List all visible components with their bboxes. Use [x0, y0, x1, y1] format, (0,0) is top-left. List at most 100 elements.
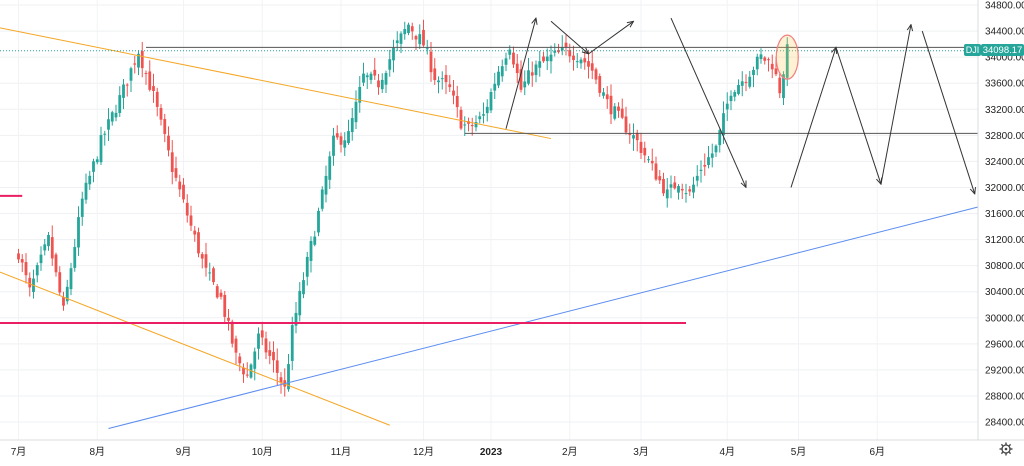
candle-body — [137, 53, 140, 68]
candle-body — [714, 145, 718, 153]
projection-arrow[interactable] — [835, 47, 881, 184]
candle-body — [313, 236, 317, 245]
candle-body — [39, 254, 43, 264]
symbol-tag-label: DJI — [966, 45, 980, 55]
projection-arrow[interactable] — [550, 20, 589, 54]
x-tick-label: 7月 — [11, 446, 27, 458]
candle-body — [560, 47, 564, 51]
candle-body — [725, 103, 729, 110]
candle-body — [568, 49, 572, 57]
x-tick-label: 10月 — [252, 446, 273, 458]
candle-body — [197, 232, 200, 254]
candle-body — [129, 68, 133, 81]
candle-body — [493, 83, 497, 91]
candle-body — [463, 124, 467, 126]
candle-body — [163, 119, 167, 134]
candle-body — [268, 350, 272, 356]
candle-body — [418, 34, 422, 45]
candle-body — [710, 153, 714, 158]
candle-body — [103, 133, 107, 135]
candle-body — [332, 135, 335, 156]
candle-body — [448, 84, 452, 88]
candle-body — [73, 247, 77, 268]
candle-body — [253, 351, 257, 369]
candle-body — [178, 181, 182, 190]
trendline-upper[interactable] — [0, 27, 552, 140]
y-tick-label: 32000.00 — [985, 183, 1024, 194]
candle-body — [519, 69, 523, 90]
projection-arrow[interactable] — [505, 18, 536, 129]
candle-body — [88, 175, 92, 185]
candle-body — [654, 163, 658, 180]
trendline-lower[interactable] — [0, 271, 390, 426]
candle-body — [523, 81, 527, 88]
candle-body — [260, 330, 264, 338]
highlight-circle[interactable] — [775, 34, 799, 80]
candle-body — [69, 268, 73, 290]
candle-body — [632, 135, 635, 139]
candle-body — [669, 184, 673, 188]
candle-body — [695, 175, 699, 181]
candle-body — [508, 49, 512, 55]
candle-body — [114, 112, 118, 118]
trendline-rising[interactable] — [108, 206, 979, 430]
candle-body — [58, 272, 62, 293]
candle-body — [328, 156, 332, 180]
candle-body — [20, 259, 24, 263]
projection-arrow[interactable] — [880, 25, 911, 185]
candle-body — [665, 189, 669, 199]
candle-body — [785, 44, 789, 78]
candle-body — [579, 59, 583, 64]
candle-body — [545, 56, 549, 62]
candle-body — [384, 72, 388, 85]
candle-body — [215, 286, 219, 298]
candle-body — [234, 338, 238, 353]
candle-body — [722, 113, 725, 136]
candle-body — [452, 90, 455, 96]
candle-body — [305, 256, 309, 277]
projection-arrow[interactable] — [588, 21, 634, 55]
y-tick-label: 29200.00 — [985, 365, 1024, 376]
candle-body — [617, 106, 620, 111]
candle-body — [399, 33, 403, 44]
candle-body — [440, 78, 444, 80]
y-axis[interactable]: 34800.00 34400.00 34000.00 33600.00 33200.00… — [977, 0, 1024, 440]
y-tick-label: 34800.00 — [985, 1, 1024, 12]
candle-body — [212, 268, 215, 283]
candle-body — [77, 217, 80, 248]
candle-body — [17, 253, 20, 260]
candle-body — [335, 133, 339, 138]
candle-body — [575, 61, 579, 63]
candle-body — [572, 55, 575, 61]
projection-arrow[interactable] — [670, 17, 746, 187]
x-tick-label: 2月 — [562, 446, 578, 458]
candle-body — [650, 160, 654, 164]
y-tick-label: 31600.00 — [985, 209, 1024, 220]
candle-body — [425, 48, 429, 50]
candle-body — [748, 76, 752, 87]
candle-body — [602, 92, 605, 96]
candle-body — [324, 175, 328, 195]
candle-body — [530, 72, 534, 76]
settings-icon[interactable] — [999, 442, 1013, 456]
candle-body — [605, 94, 609, 100]
y-tick-label: 34400.00 — [985, 27, 1024, 38]
candle-body — [317, 210, 320, 233]
candle-body — [583, 58, 587, 63]
candle-body — [677, 186, 680, 193]
projection-arrow[interactable] — [790, 47, 836, 188]
x-axis[interactable]: 7月 8月 9月 10月 11月 12月 2023 2月 3月 4月 5月 6月 — [0, 439, 1024, 458]
candle-body — [680, 188, 684, 191]
candle-body — [298, 290, 302, 316]
candle-body — [350, 118, 354, 133]
candle-body — [200, 254, 204, 259]
candle-body — [167, 135, 170, 151]
candle-body — [482, 114, 485, 116]
candle-body — [688, 189, 692, 192]
candle-body — [245, 374, 249, 376]
candle-body — [515, 63, 519, 74]
candle-body — [403, 29, 407, 35]
candle-body — [500, 66, 504, 77]
projection-arrow[interactable] — [921, 30, 975, 194]
